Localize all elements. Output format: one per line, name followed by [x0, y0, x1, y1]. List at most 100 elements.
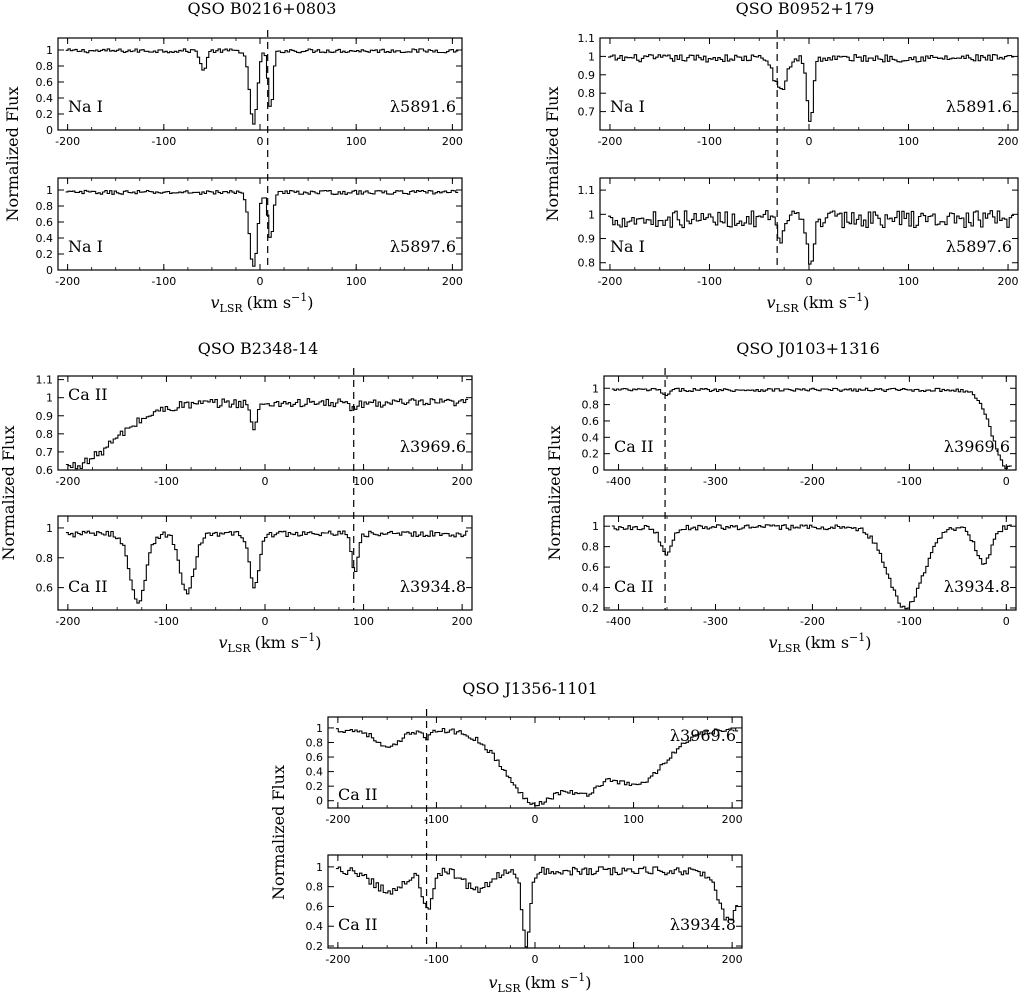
spectrum-panel: -200 -100 0 100 200 0 0.2 0.4 0.6 0.8 1 Na I λ5897.6 — [36, 177, 463, 288]
spectrum-panel: -200 -100 0 100 200 0.7 0.8 0.9 1 1.1 Na I λ5891.6 — [578, 32, 1019, 148]
y-tick-label: 0.9 — [578, 69, 596, 82]
x-tick-label: -200 — [55, 135, 80, 148]
spectrum-panel: -200 -100 0 100 200 0.8 0.9 1 1.1 Na I λ5897.6 — [578, 177, 1019, 288]
x-tick-label: -100 — [697, 275, 722, 288]
y-axis-label: Normalized Flux — [0, 426, 18, 561]
spectrum-panel: -200 -100 0 100 200 0.6 0.7 0.8 0.9 1 1.1 Ca II λ396… — [36, 374, 473, 488]
qso-figure-1: QSO B0216+0803 Normalized Flux vLSR (km s−1… — [3, 0, 463, 315]
y-tick-label: 0.8 — [582, 541, 600, 554]
y-tick-label: 1 — [316, 722, 323, 735]
y-tick-label: 0.8 — [306, 881, 324, 894]
ion-label: Ca II — [338, 785, 378, 804]
wavelength-label: λ5897.6 — [390, 237, 456, 256]
x-tick-label: 100 — [346, 135, 367, 148]
wavelength-label: λ3969.6 — [400, 437, 466, 456]
qso-figure-2: QSO B0952+179 Normalized Flux vLSR (km s−1)… — [543, 0, 1019, 315]
x-tick-label: 200 — [452, 475, 473, 488]
spectrum-line — [65, 530, 469, 604]
y-tick-label: 0.9 — [36, 410, 54, 423]
x-tick-label: 0 — [1003, 475, 1010, 488]
spectrum-line — [65, 189, 459, 267]
y-tick-label: 0.8 — [36, 428, 54, 441]
x-tick-label: -300 — [703, 615, 728, 628]
spectrum-panel: -400 -300 -200 -100 0 0 0.2 0.4 0.6 0.8 1 Ca II λ396… — [582, 375, 1017, 488]
y-tick-label: 1.1 — [578, 184, 596, 197]
y-tick-label: 0.4 — [36, 92, 54, 105]
y-axis-label: Normalized Flux — [269, 765, 288, 900]
x-axis-label: vLSR (km s−1) — [210, 291, 313, 315]
x-tick-label: 0 — [1003, 615, 1010, 628]
ion-label: Ca II — [68, 577, 108, 596]
panel-frame — [603, 515, 1017, 611]
y-tick-label: 0.4 — [36, 232, 54, 245]
x-tick-label: -100 — [151, 135, 176, 148]
x-tick-label: 0 — [532, 813, 539, 826]
y-tick-label: 0.8 — [582, 399, 600, 412]
wavelength-label: λ3934.8 — [944, 577, 1010, 596]
x-axis-label: vLSR (km s−1) — [768, 631, 871, 655]
x-tick-label: -300 — [703, 475, 728, 488]
y-tick-label: 0.2 — [36, 108, 54, 121]
y-tick-label: 1 — [592, 520, 599, 533]
x-tick-label: 200 — [442, 275, 463, 288]
ion-label: Ca II — [614, 437, 654, 456]
spectrum-panel: -200 -100 0 100 200 0 0.2 0.4 0.6 0.8 1 Na I λ5891.6 — [36, 37, 463, 148]
panel-frame — [327, 854, 743, 949]
y-tick-label: 1 — [46, 184, 53, 197]
wavelength-label: λ5897.6 — [946, 237, 1012, 256]
y-axis-label: Normalized Flux — [3, 87, 22, 222]
y-tick-label: 1 — [588, 208, 595, 221]
x-tick-label: 200 — [452, 615, 473, 628]
y-tick-label: 0.6 — [582, 561, 600, 574]
x-tick-label: 200 — [998, 275, 1019, 288]
spectrum-panel: -200 -100 0 100 200 0.6 0.8 1 Ca II λ3934.8 — [36, 515, 473, 628]
x-axis-label: vLSR (km s−1) — [766, 291, 869, 315]
ion-label: Ca II — [614, 577, 654, 596]
spectrum-line — [611, 387, 1012, 469]
x-tick-label: 200 — [722, 813, 743, 826]
ion-label: Ca II — [68, 385, 108, 404]
qso-figure-3: QSO B2348-14 Normalized Flux vLSR (km s−1) -… — [0, 339, 473, 655]
y-tick-label: 0.6 — [306, 900, 324, 913]
x-tick-label: 200 — [998, 135, 1019, 148]
x-tick-label: 0 — [806, 135, 813, 148]
x-tick-label: -200 — [597, 135, 622, 148]
y-tick-label: 0.8 — [306, 736, 324, 749]
y-tick-label: 1 — [588, 50, 595, 63]
y-tick-label: 0.8 — [36, 60, 54, 73]
x-tick-label: -100 — [424, 953, 449, 966]
x-axis-label: vLSR (km s−1) — [218, 631, 321, 655]
chart-title: QSO B0216+0803 — [188, 0, 337, 18]
x-tick-label: 0 — [532, 953, 539, 966]
spectrum-line — [65, 48, 459, 125]
x-tick-label: 100 — [353, 475, 374, 488]
y-tick-label: 0 — [46, 264, 53, 277]
spectrum-line — [608, 210, 1014, 265]
y-tick-label: 0.7 — [578, 106, 596, 119]
x-tick-label: 0 — [257, 135, 264, 148]
ion-label: Na I — [68, 237, 103, 256]
x-tick-label: -200 — [800, 615, 825, 628]
x-tick-label: 0 — [262, 615, 269, 628]
x-tick-label: 100 — [353, 615, 374, 628]
x-tick-label: 100 — [623, 813, 644, 826]
x-tick-label: 0 — [806, 275, 813, 288]
x-tick-label: 200 — [442, 135, 463, 148]
x-tick-label: -100 — [151, 275, 176, 288]
y-tick-label: 0.6 — [36, 216, 54, 229]
x-tick-label: -200 — [55, 275, 80, 288]
y-tick-label: 0.8 — [578, 257, 596, 270]
spectrum-panel: -200 -100 0 100 200 0.2 0.4 0.6 0.8 1 Ca II λ3934.8 — [306, 854, 743, 966]
ion-label: Na I — [68, 97, 103, 116]
y-tick-label: 0.8 — [578, 87, 596, 100]
chart-title: QSO B2348-14 — [198, 339, 319, 358]
spectrum-line — [335, 727, 739, 807]
y-tick-label: 1 — [592, 382, 599, 395]
wavelength-label: λ3934.8 — [400, 577, 466, 596]
x-tick-label: -200 — [55, 615, 80, 628]
spectrum-line — [608, 54, 1014, 122]
x-tick-label: -100 — [897, 475, 922, 488]
y-tick-label: 0.6 — [582, 415, 600, 428]
chart-title: QSO J0103+1316 — [736, 339, 880, 358]
